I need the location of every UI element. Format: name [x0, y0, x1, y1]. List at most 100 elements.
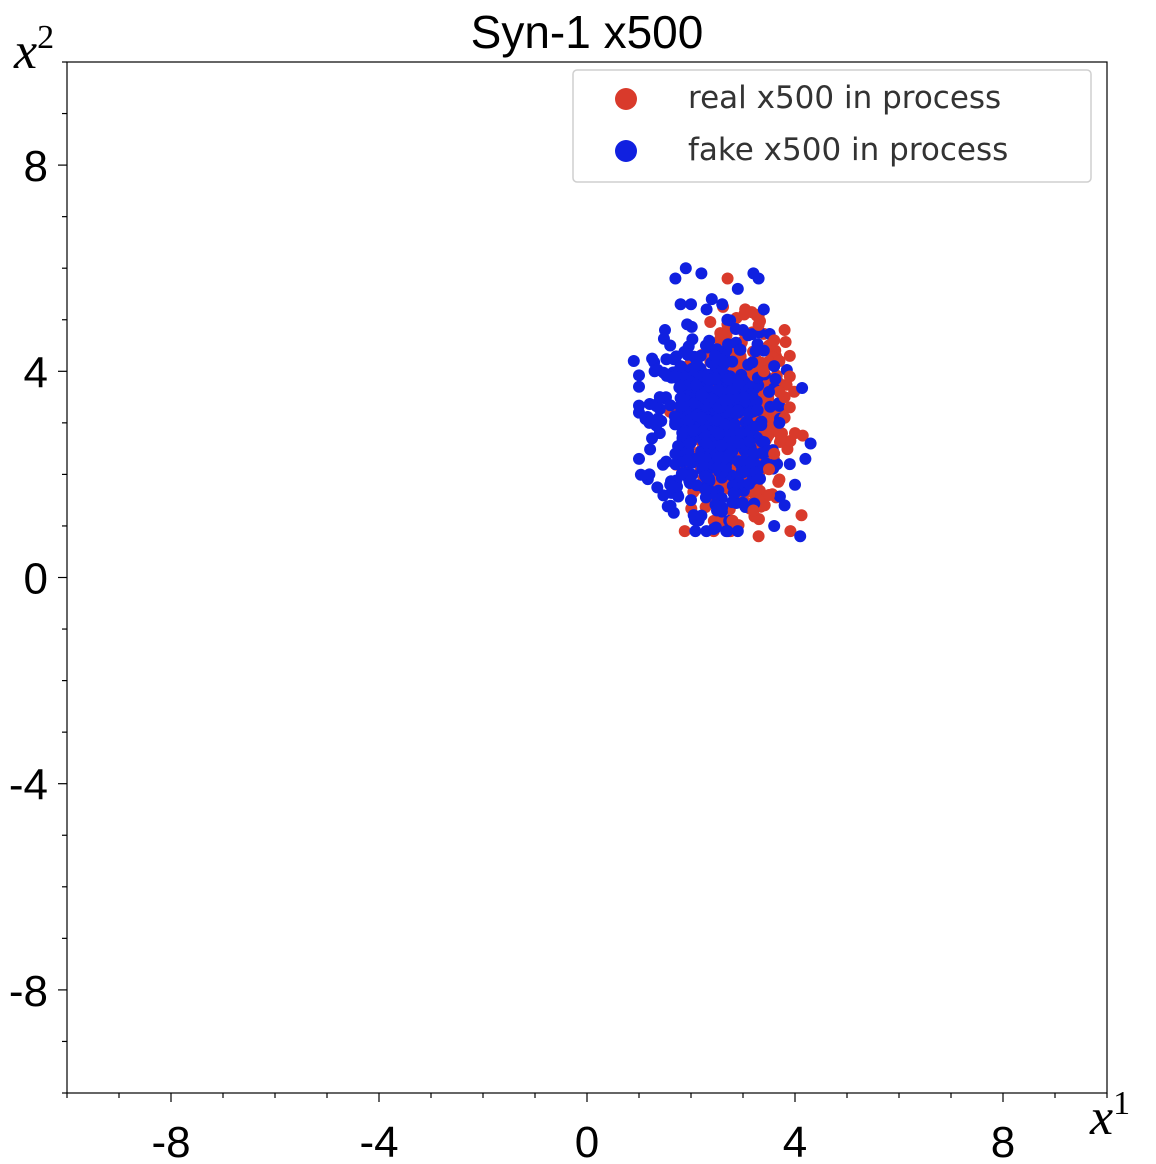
- scatter-point: [783, 458, 796, 471]
- scatter-point: [715, 439, 728, 452]
- scatter-point: [778, 324, 791, 337]
- scatter-point: [683, 437, 696, 450]
- scatter-point: [722, 373, 735, 386]
- x-tick-label: 4: [783, 1118, 807, 1164]
- scatter-point: [764, 400, 777, 413]
- scatter-point: [721, 313, 734, 326]
- scatter-point: [689, 525, 702, 538]
- scatter-point: [732, 377, 745, 390]
- scatter-point: [768, 360, 781, 373]
- scatter-point: [757, 303, 770, 316]
- y-tick-label: 4: [24, 348, 48, 397]
- scatter-point: [674, 298, 687, 311]
- scatter-point: [633, 452, 645, 465]
- scatter-point: [736, 496, 749, 509]
- scatter-point: [660, 455, 673, 468]
- scatter-point: [678, 525, 691, 538]
- y-axis-label-base: x: [13, 23, 37, 80]
- scatter-point: [778, 499, 791, 512]
- scatter-point: [681, 348, 694, 361]
- scatter-point: [646, 352, 659, 365]
- scatter-point: [669, 447, 682, 460]
- scatter-point: [768, 519, 781, 532]
- scatter-point: [690, 479, 703, 492]
- legend-marker-fake: [615, 140, 637, 162]
- scatter-point: [751, 404, 764, 417]
- scatter-point: [731, 525, 744, 538]
- scatter-point: [783, 370, 796, 383]
- scatter-point: [738, 391, 751, 404]
- scatter-point: [674, 400, 687, 413]
- scatter-point: [664, 339, 677, 352]
- scatter-point: [661, 500, 674, 513]
- scatter-point: [748, 420, 761, 433]
- scatter-point: [763, 489, 775, 502]
- scatter-point: [633, 369, 645, 382]
- scatter-point: [796, 381, 809, 394]
- scatter-point: [752, 513, 765, 526]
- scatter-point: [773, 399, 786, 412]
- scatter-point: [688, 397, 701, 410]
- scatter-point: [700, 525, 713, 538]
- scatter-point: [721, 272, 734, 285]
- scatter-point: [736, 464, 749, 477]
- y-tick-label: -4: [9, 761, 48, 810]
- scatter-point: [754, 472, 767, 485]
- scatter-point: [693, 451, 706, 464]
- scatter-point: [747, 446, 760, 459]
- scatter-point: [653, 427, 666, 440]
- scatter-point: [709, 521, 722, 534]
- scatter-point: [695, 389, 708, 402]
- scatter-point: [704, 315, 717, 328]
- x-tick-label: -8: [151, 1118, 190, 1164]
- scatter-point: [752, 530, 765, 543]
- scatter-point: [773, 490, 786, 503]
- y-axis-label-superscript: 2: [37, 19, 54, 56]
- scatter-point: [744, 456, 757, 469]
- x-tick-label: -4: [359, 1118, 398, 1164]
- data-points: [627, 262, 817, 543]
- chart-title: Syn-1 x500: [471, 6, 704, 58]
- scatter-point: [694, 411, 707, 424]
- scatter-point: [703, 472, 716, 485]
- scatter-point: [669, 418, 682, 431]
- x-axis-label-superscript: 1: [1113, 1085, 1130, 1122]
- scatter-point: [783, 349, 796, 362]
- scatter-point: [747, 504, 760, 517]
- scatter-point: [789, 478, 801, 491]
- scatter-point: [794, 530, 807, 543]
- scatter-point: [773, 416, 786, 429]
- scatter-point: [731, 404, 744, 417]
- scatter-point: [783, 401, 796, 414]
- scatter-point: [702, 373, 715, 386]
- scatter-point: [675, 467, 688, 480]
- scatter-point: [644, 443, 657, 456]
- legend-label-real: real x500 in process: [688, 80, 1001, 116]
- scatter-point: [653, 391, 666, 404]
- scatter-point: [752, 272, 765, 285]
- scatter-point: [669, 272, 682, 285]
- scatter-point: [804, 437, 817, 450]
- scatter-point: [651, 481, 664, 494]
- scatter-point: [664, 478, 677, 491]
- scatter-point: [679, 262, 692, 275]
- scatter-point: [670, 369, 683, 382]
- scatter-point: [726, 514, 739, 527]
- axis-ticks: [58, 61, 1108, 1102]
- scatter-point: [742, 358, 755, 371]
- scatter-point: [784, 525, 797, 538]
- scatter-point: [763, 385, 775, 398]
- scatter-point: [700, 303, 713, 316]
- scatter-point: [753, 484, 766, 497]
- scatter-point: [676, 426, 689, 439]
- scatter-point: [732, 455, 745, 468]
- legend-marker-real: [615, 88, 637, 110]
- scatter-point: [633, 399, 645, 412]
- scatter-point: [743, 477, 756, 490]
- scatter-point: [769, 372, 782, 385]
- scatter-point: [700, 436, 713, 449]
- scatter-point: [633, 380, 645, 393]
- scatter-point: [659, 324, 671, 337]
- scatter-point: [695, 509, 708, 522]
- scatter-point: [752, 318, 765, 331]
